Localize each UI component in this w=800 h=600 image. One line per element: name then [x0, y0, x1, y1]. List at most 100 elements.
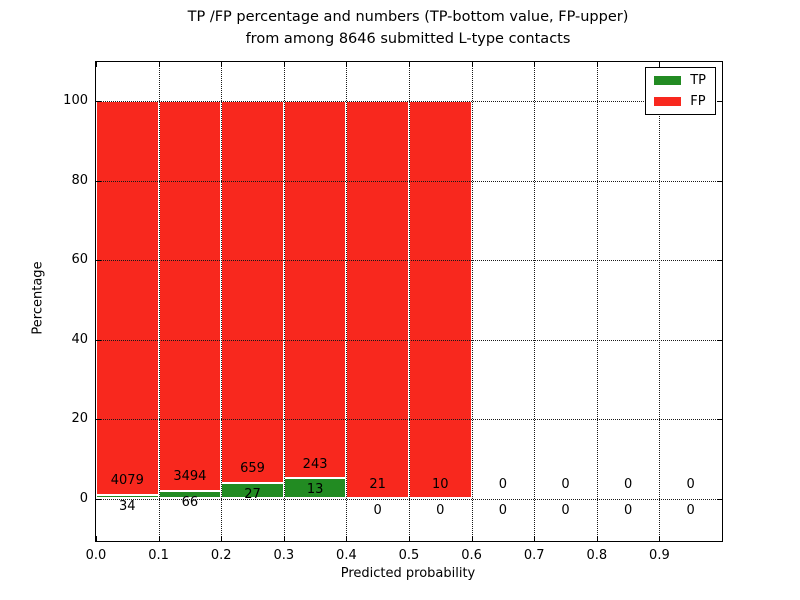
vertical-gridline [471, 62, 473, 541]
y-tick-mark-right [717, 260, 722, 262]
horizontal-gridline [96, 498, 722, 500]
x-tick-label: 0.2 [210, 548, 232, 563]
tp-legend-swatch [654, 76, 682, 85]
tp-count-label: 0 [561, 502, 570, 518]
y-axis-label: Percentage [30, 261, 46, 335]
x-tick-label: 0.6 [461, 548, 482, 563]
horizontal-gridline [96, 180, 722, 182]
x-tick-mark [659, 536, 661, 541]
fp-bar-segment [409, 101, 472, 499]
y-tick-mark [96, 498, 101, 500]
tp-count-label: 0 [686, 502, 695, 518]
chart-title-line1: TP /FP percentage and numbers (TP-bottom… [187, 9, 629, 25]
vertical-gridline [283, 62, 285, 541]
tp-count-label: 66 [181, 495, 199, 511]
x-tick-mark-top [471, 62, 473, 67]
fp-bar-segment [346, 101, 409, 499]
x-tick-mark [158, 536, 160, 541]
y-tick-mark [96, 260, 101, 262]
x-tick-mark-top [534, 62, 536, 67]
y-tick-label: 100 [63, 93, 88, 109]
x-tick-label: 0.7 [523, 548, 545, 563]
y-tick-mark [96, 339, 101, 341]
x-tick-mark [534, 536, 536, 541]
y-tick-label: 40 [71, 331, 88, 347]
legend: TP FP [645, 67, 716, 115]
y-tick-mark-right [717, 101, 722, 103]
y-tick-mark-right [717, 180, 722, 182]
fp-bar-segment [221, 101, 284, 483]
fp-count-label: 0 [686, 476, 695, 492]
horizontal-gridline [96, 419, 722, 421]
x-tick-mark [471, 536, 473, 541]
y-tick-label: 20 [71, 411, 88, 427]
vertical-gridline [659, 62, 661, 541]
vertical-gridline [596, 62, 598, 541]
x-tick-label: 0.4 [336, 548, 357, 563]
tp-count-label: 0 [498, 502, 508, 518]
x-tick-mark [346, 536, 348, 541]
vertical-gridline [346, 62, 348, 541]
x-tick-label: 0.9 [649, 548, 670, 563]
x-tick-mark-top [221, 62, 223, 67]
tp-count-label: 0 [373, 502, 382, 518]
x-tick-mark [221, 536, 223, 541]
x-tick-mark-top [659, 62, 661, 67]
y-tick-mark-right [717, 339, 722, 341]
x-tick-mark-top [409, 62, 410, 67]
x-tick-label: 0.8 [586, 548, 608, 563]
x-axis-label: Predicted probability [340, 566, 476, 581]
horizontal-gridline [96, 260, 722, 262]
horizontal-gridline [96, 101, 722, 103]
x-tick-mark-top [158, 62, 160, 67]
x-tick-mark [283, 536, 285, 541]
horizontal-gridline [96, 339, 722, 341]
y-tick-label: 80 [71, 172, 88, 188]
fp-legend-label: FP [690, 94, 706, 109]
x-tick-label: 0.1 [148, 548, 169, 563]
tp-count-label: 34 [119, 499, 136, 515]
y-tick-mark-right [717, 419, 722, 421]
fp-bar-segment [96, 101, 159, 496]
fp-count-label: 21 [369, 476, 386, 492]
vertical-gridline [534, 62, 536, 541]
x-tick-label: 0.0 [85, 548, 107, 563]
fp-count-label: 0 [623, 476, 633, 492]
fp-count-label: 3494 [173, 469, 207, 485]
x-tick-mark-top [96, 62, 97, 67]
plot-area: TP FP 4079 34 3494 66 659 27 243 13 21 0 10 0 0 0 0 0 0 0… [63, 61, 723, 563]
tp-count-label: 0 [436, 502, 445, 518]
chart-title-line2: from among 8646 submitted L-type contact… [245, 31, 571, 47]
tp-bar-segment [96, 495, 159, 499]
tp-count-label: 27 [244, 486, 261, 502]
vertical-gridline [221, 62, 223, 541]
tp-legend-label: TP [690, 73, 706, 88]
x-tick-mark [596, 536, 598, 541]
fp-legend-swatch [654, 97, 682, 106]
x-tick-mark [96, 536, 97, 541]
tp-count-label: 0 [623, 502, 633, 518]
y-tick-label: 0 [79, 490, 88, 506]
fp-bar-segment [158, 101, 222, 492]
x-tick-mark [409, 536, 410, 541]
x-tick-mark-top [596, 62, 598, 67]
fp-count-label: 659 [240, 461, 265, 477]
y-tick-mark-right [717, 498, 722, 500]
y-tick-mark [96, 419, 101, 421]
y-tick-mark [96, 180, 101, 182]
x-tick-mark-top [346, 62, 348, 67]
x-tick-label: 0.5 [398, 548, 420, 563]
chart-title: TP /FP percentage and numbers (TP-bottom… [95, 6, 721, 50]
fp-count-label: 0 [561, 476, 570, 492]
legend-item-fp: FP [654, 95, 706, 108]
fp-count-label: 10 [432, 476, 449, 492]
y-tick-mark [96, 101, 101, 103]
fp-count-label: 4079 [110, 473, 144, 489]
x-tick-mark-top [283, 62, 285, 67]
fp-bar-segment [283, 101, 347, 479]
tp-count-label: 13 [306, 482, 324, 498]
vertical-gridline [158, 62, 160, 541]
vertical-gridline [409, 62, 410, 541]
legend-item-tp: TP [654, 74, 706, 87]
